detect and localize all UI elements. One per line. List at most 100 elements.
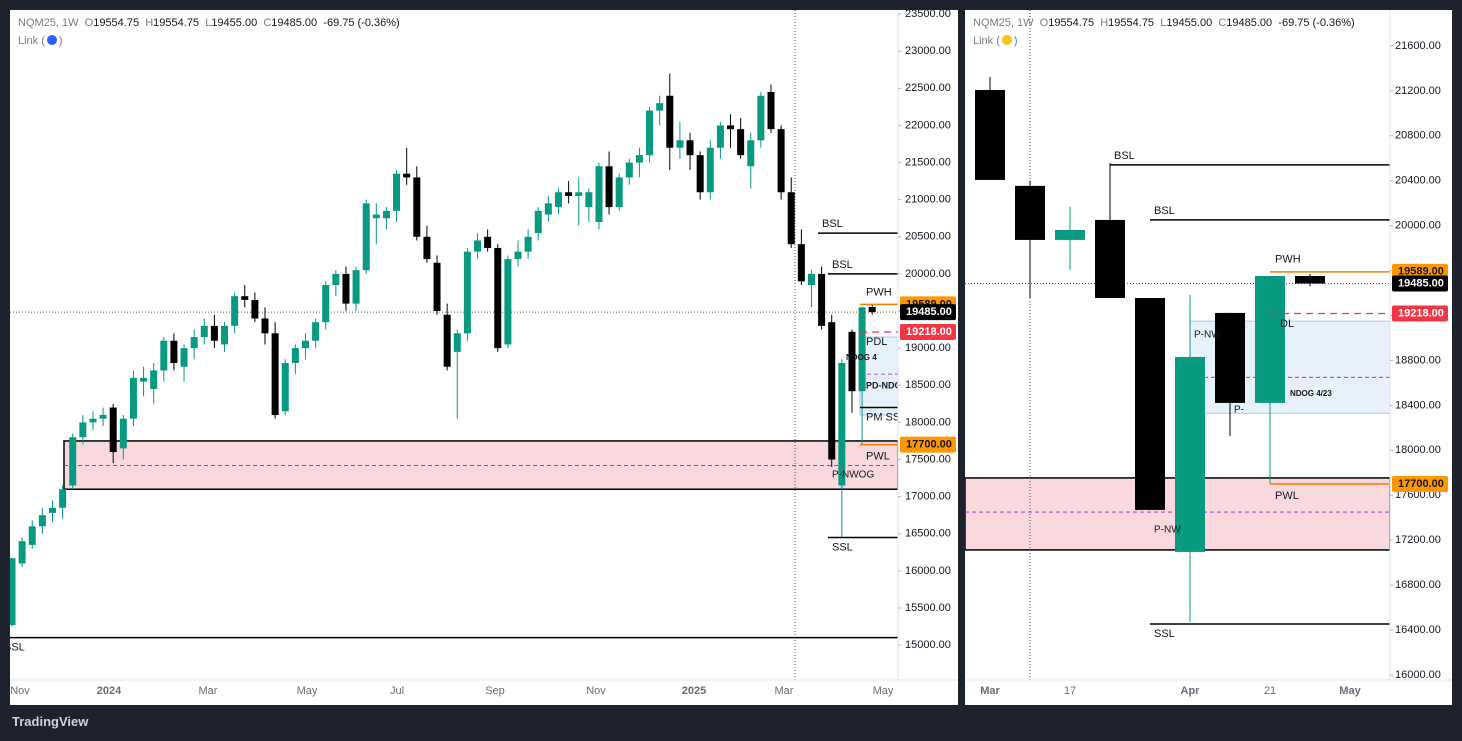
candle-body <box>747 140 755 167</box>
candle-body <box>281 363 289 412</box>
candle-body <box>635 155 643 163</box>
chart-panel: BSL BSL PWH PWL SSL P-NW NDOG 4/23 P- P-NW DL 2160… <box>965 10 1452 705</box>
price-label: 20400.00 <box>1395 175 1441 187</box>
candle-body <box>807 273 815 286</box>
candle-body <box>322 285 330 323</box>
candle-body <box>777 129 785 193</box>
high: 19554.75 <box>1108 17 1155 29</box>
level-label: BSL <box>1154 205 1175 217</box>
plot: BSL BSL PWH PWL SSL P-NW NDOG 4/23 P- P-NW DL <box>965 10 1390 680</box>
price-tag <box>900 304 956 321</box>
candle-body <box>1135 297 1165 510</box>
price-tag <box>1392 305 1448 322</box>
open: 19554.75 <box>1048 17 1095 29</box>
candle-body <box>975 89 1005 180</box>
time-label: Sep <box>485 685 505 697</box>
zone <box>859 336 898 416</box>
candle-body <box>362 203 370 271</box>
annotation: PDL <box>866 336 887 348</box>
candle-body <box>200 325 208 338</box>
candle-body <box>1095 219 1125 298</box>
annotation: P- <box>1234 405 1244 416</box>
price-label: 16000.00 <box>1395 669 1441 681</box>
link[interactable]: Link () <box>18 35 63 47</box>
candle-body <box>312 322 320 341</box>
candle-body <box>838 363 846 486</box>
time-label: 17 <box>1064 685 1076 697</box>
open: 19554.75 <box>93 17 140 29</box>
level-label: PWH <box>1275 254 1301 266</box>
price-tag-label: 17700.00 <box>1398 478 1444 490</box>
price-label: 17600.00 <box>1395 489 1441 501</box>
candle-body <box>221 325 229 345</box>
price-label: 15500.00 <box>905 602 951 614</box>
candle-body <box>210 325 218 341</box>
price-label: 16000.00 <box>905 565 951 577</box>
candle-body <box>797 244 805 282</box>
candle-body <box>10 558 16 626</box>
price-label: 18000.00 <box>905 416 951 428</box>
time-label: May <box>297 685 318 697</box>
candle-body <box>605 166 613 208</box>
candle-body <box>514 251 522 260</box>
time-label: 2024 <box>97 685 122 697</box>
price-label: 22000.00 <box>905 119 951 131</box>
price-label: 23500.00 <box>905 10 951 20</box>
candle-body <box>484 236 492 248</box>
price-label: 17500.00 <box>905 453 951 465</box>
price-label: 18500.00 <box>905 379 951 391</box>
time-label: Mar <box>775 685 794 697</box>
candle-body <box>140 377 148 382</box>
candle-body <box>727 125 735 130</box>
candle-body <box>504 259 512 345</box>
time-label: Apr <box>1181 685 1201 697</box>
candle-body <box>48 507 56 513</box>
link-text: Link ( <box>973 35 1000 47</box>
link-end: ) <box>1013 35 1018 47</box>
price-tag <box>1392 475 1448 492</box>
candle-body <box>1255 275 1285 403</box>
candle-body <box>625 162 633 178</box>
price-label: 19000.00 <box>905 342 951 354</box>
o-key: O <box>1039 17 1049 29</box>
candle-body <box>554 192 562 208</box>
candle-body <box>372 214 380 219</box>
time-label: Nov <box>586 685 606 697</box>
time-label: 21 <box>1264 685 1276 697</box>
price-label: 21000.00 <box>905 194 951 206</box>
low: 19455.00 <box>211 17 258 29</box>
price-label: 18000.00 <box>1395 444 1441 456</box>
price-label: 20000.00 <box>1395 220 1441 232</box>
candle-body <box>494 247 502 349</box>
time-label: 2025 <box>682 685 706 697</box>
level-label: PWL <box>1275 490 1299 502</box>
plot: BSL BSL PWH PM SSL PWL SSL SSL PDL NDOG 4 PD-NDOG… <box>10 10 898 680</box>
change: -69.75 (-0.36%) <box>323 17 400 29</box>
candle-body <box>382 210 390 219</box>
candle-body <box>595 166 603 222</box>
annotation: P-NW <box>1194 330 1221 341</box>
candle-body <box>59 489 67 508</box>
candle-body <box>261 318 269 334</box>
price-label: 15000.00 <box>905 639 951 651</box>
link[interactable]: Link () <box>973 35 1018 47</box>
price-label: 21500.00 <box>905 156 951 168</box>
candle-body <box>251 299 259 319</box>
price-label: 21600.00 <box>1395 40 1441 52</box>
candle-body <box>190 337 198 349</box>
l-key: L <box>1160 17 1167 29</box>
legend: NQM25, 1W O19554.75 H19554.75 L19455.00 … <box>973 17 1355 29</box>
l-key: L <box>205 17 212 29</box>
annotation: DL <box>1280 318 1294 330</box>
price-label: 16800.00 <box>1395 579 1441 591</box>
level-label: BSL <box>822 218 843 230</box>
candle-body <box>858 307 866 392</box>
candle-body <box>423 236 431 260</box>
candle-body <box>241 296 249 300</box>
candle-body <box>413 177 421 237</box>
annotation: NDOG 4/23 <box>1290 389 1332 398</box>
candle-body <box>474 240 482 252</box>
time-label: May <box>873 685 894 697</box>
candle-body <box>828 322 836 460</box>
